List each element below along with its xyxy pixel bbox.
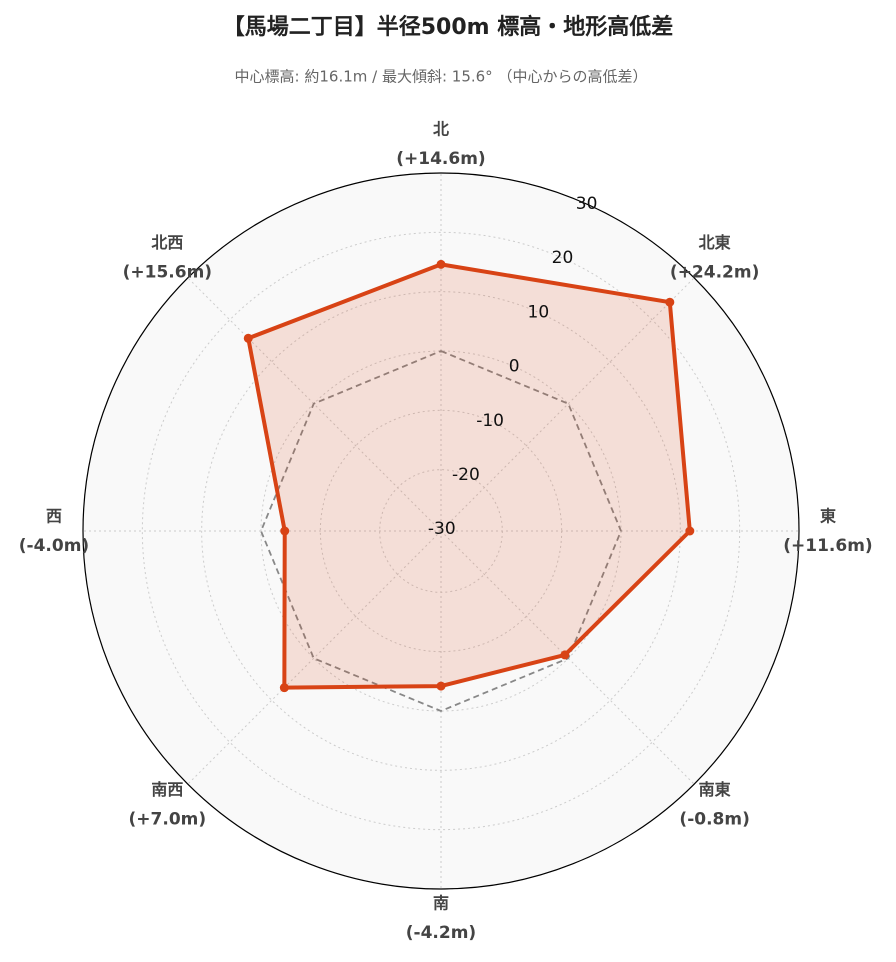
category-label: 北	[433, 120, 449, 139]
value-label: (+24.2m)	[670, 262, 759, 282]
category-label: 西	[46, 507, 62, 526]
category-label: 南西	[151, 780, 183, 799]
grid-circle	[201, 291, 681, 771]
data-point	[280, 526, 290, 536]
value-label: (+14.6m)	[396, 149, 485, 169]
data-point	[279, 683, 289, 693]
r-tick-label: -20	[452, 465, 480, 485]
data-point	[560, 650, 570, 660]
value-label: (+11.6m)	[783, 536, 872, 556]
r-tick-label: -30	[428, 519, 456, 539]
value-label: (-4.0m)	[19, 536, 89, 556]
value-label: (+7.0m)	[129, 810, 207, 830]
grid-circle	[141, 231, 741, 831]
category-label: 南	[433, 894, 449, 913]
data-point	[436, 681, 446, 691]
data-point	[243, 333, 253, 343]
data-point	[436, 259, 446, 269]
category-label: 東	[820, 507, 836, 526]
r-tick-label: 30	[576, 194, 598, 214]
chart-subtitle: 中心標高: 約16.1m / 最大傾斜: 15.6° （中心からの高低差）	[235, 68, 648, 86]
value-label: (+15.6m)	[123, 262, 212, 282]
r-tick-label: 20	[552, 248, 574, 268]
r-tick-label: -10	[476, 411, 504, 431]
r-tick-label: 0	[509, 357, 520, 377]
category-label: 南東	[699, 780, 731, 799]
chart-title: 【馬場二丁目】半径500m 標高・地形高低差	[223, 14, 674, 40]
data-point	[685, 526, 695, 536]
category-label: 北東	[699, 233, 731, 252]
data-point	[665, 297, 675, 307]
category-label: 北西	[151, 233, 183, 252]
outer-ring	[82, 172, 800, 890]
r-tick-label: 10	[528, 302, 550, 322]
value-label: (-0.8m)	[679, 810, 749, 830]
reference-line	[260, 350, 622, 712]
value-label: (-4.2m)	[406, 923, 476, 943]
